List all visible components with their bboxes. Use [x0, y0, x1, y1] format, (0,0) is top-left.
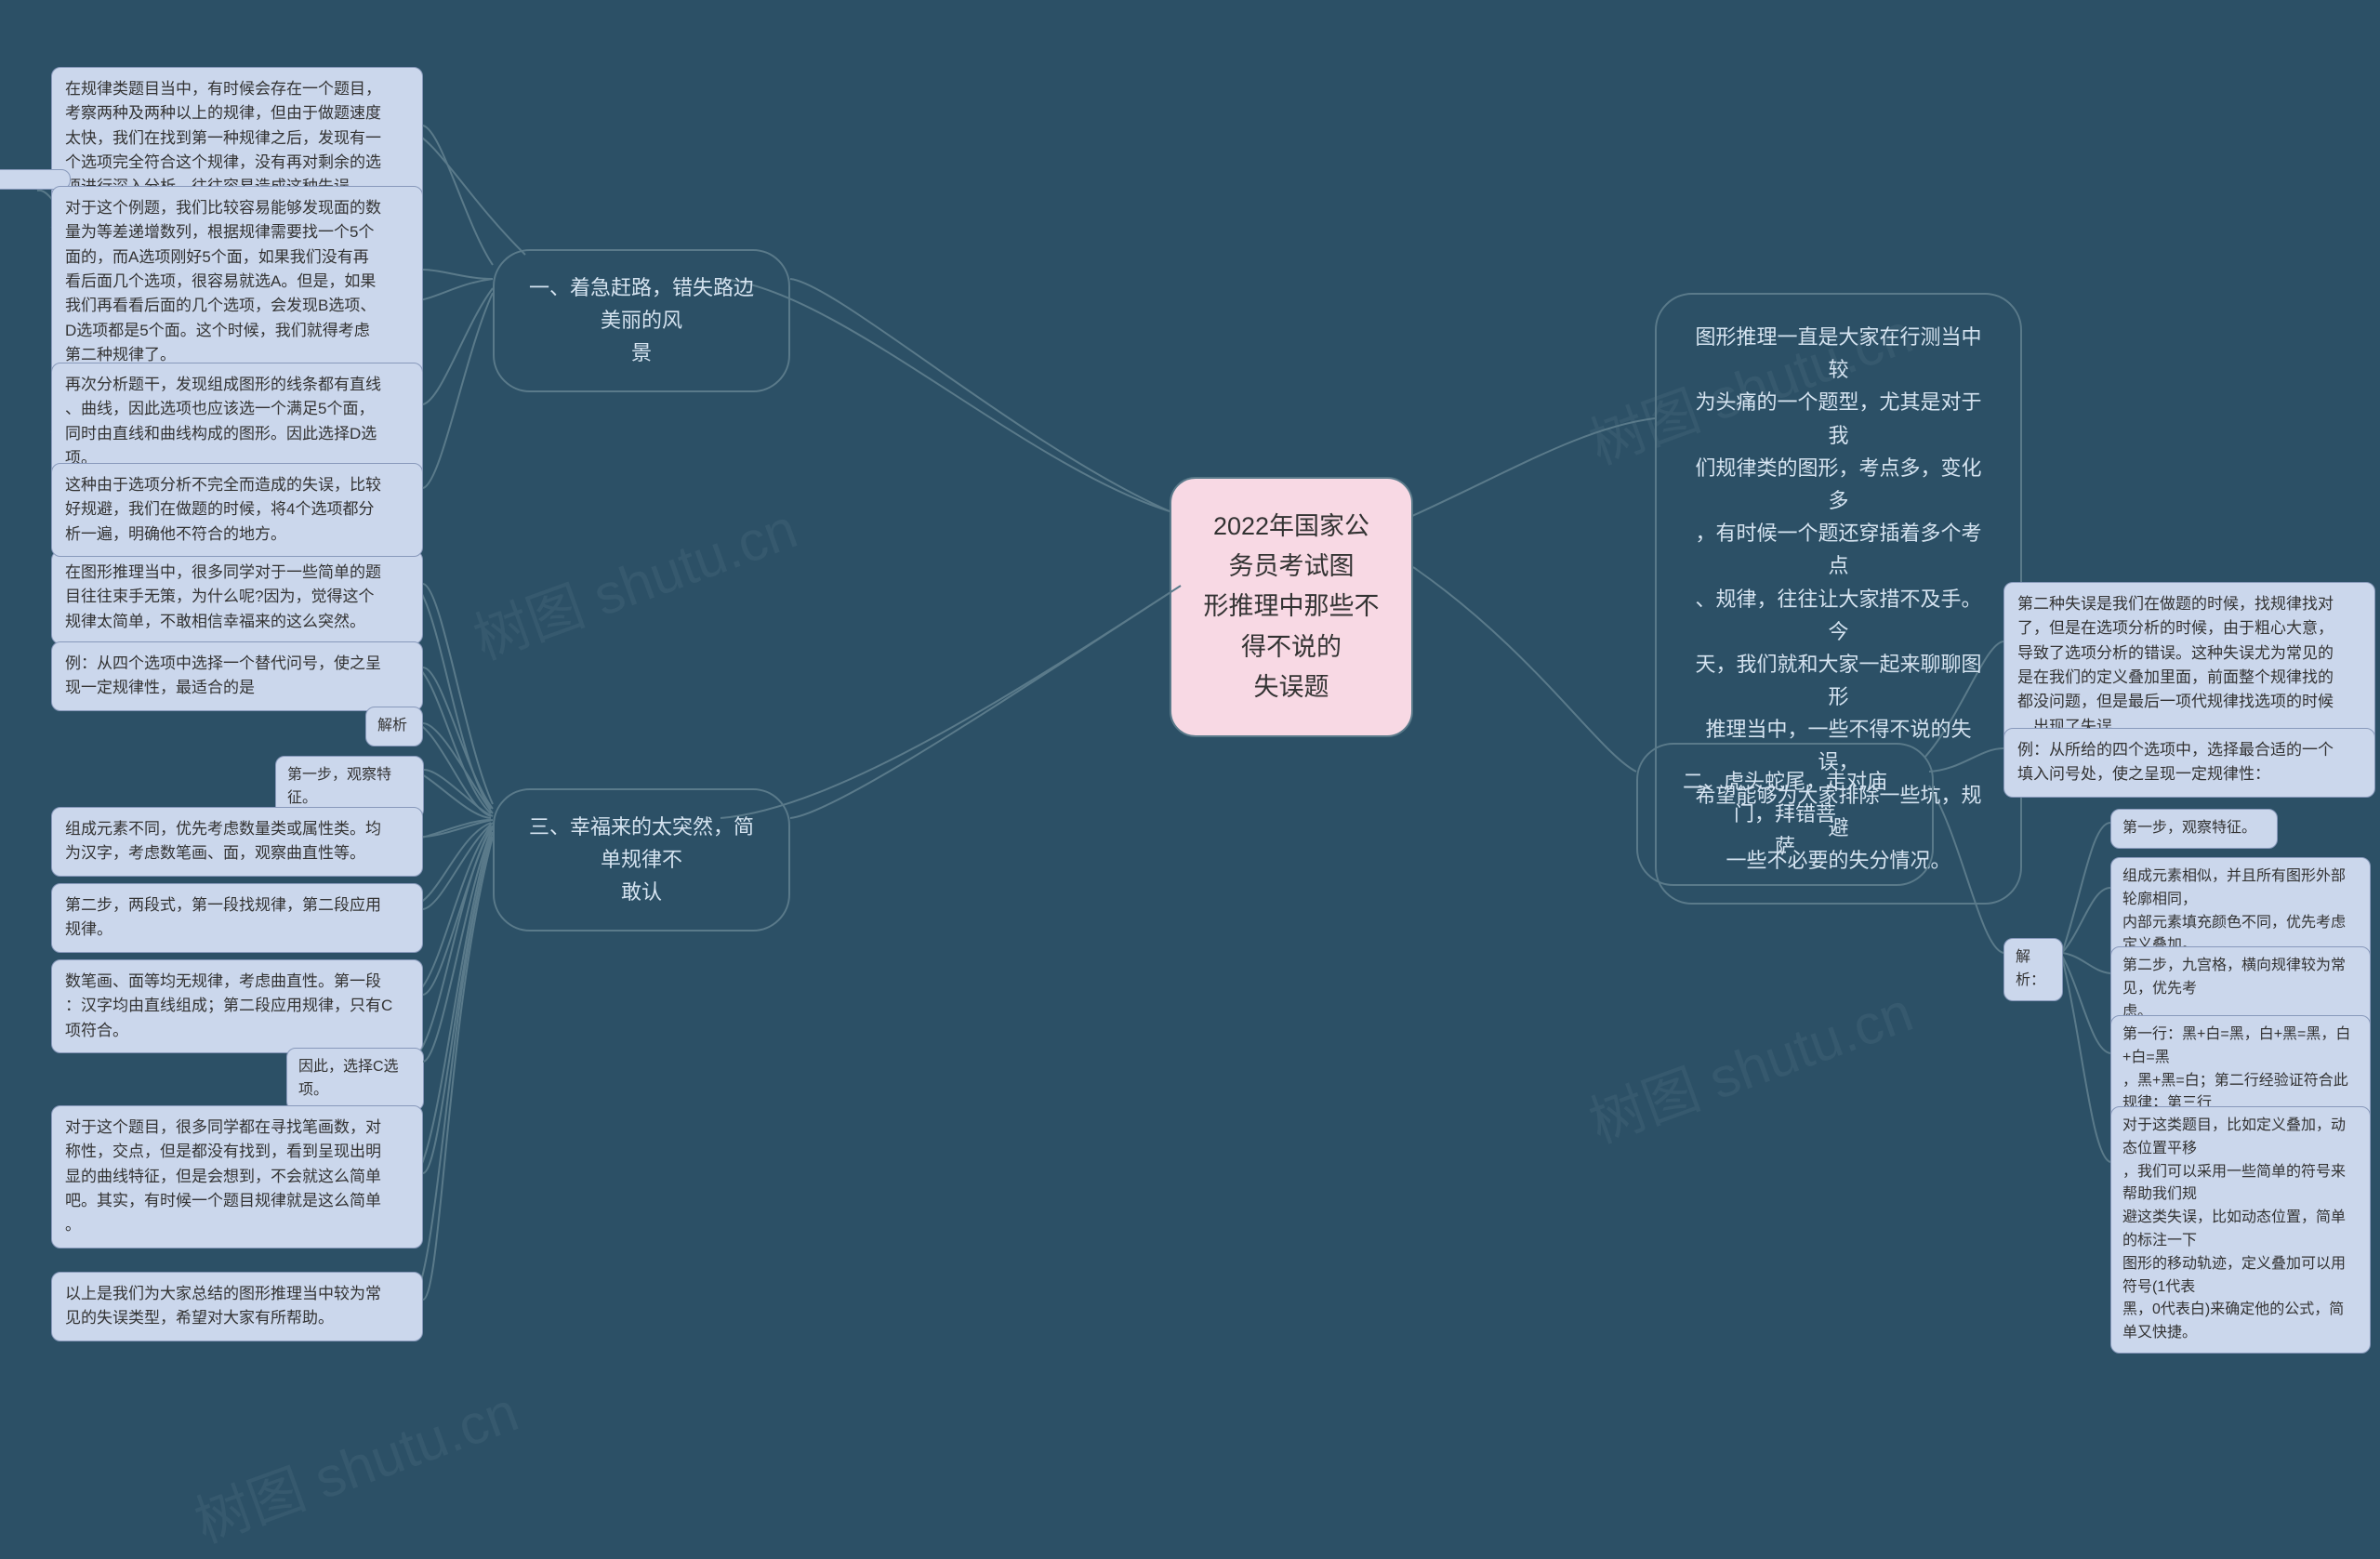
- branch3-leaf-e: 以上是我们为大家总结的图形推理当中较为常见的失误类型，希望对大家有所帮助。: [51, 1272, 423, 1341]
- center-node: 2022年国家公务员考试图形推理中那些不得不说的失误题: [1170, 477, 1413, 737]
- branch2-leaf-a: 第二种失误是我们在做题的时候，找规律找对了，但是在选项分析的时候，由于粗心大意，…: [2003, 582, 2375, 749]
- branch3-leaf-c4: 数笔画、面等均无规律，考虑曲直性。第一段：汉字均由直线组成；第二段应用规律，只有…: [51, 959, 423, 1053]
- branch3-leaf-a: 在图形推理当中，很多同学对于一些简单的题目往往束手无策，为什么呢?因为，觉得这个…: [51, 550, 423, 644]
- branch-3: 三、幸福来的太突然，简单规律不敢认: [493, 788, 790, 931]
- branch2-leaf-c: 解析：: [2003, 938, 2063, 1001]
- branch3-leaf-c2: 组成元素不同，优先考虑数量类或属性类。均为汉字，考虑数笔画、面，观察曲直性等。: [51, 807, 423, 877]
- watermark: 树图 shutu.cn: [182, 1367, 527, 1558]
- branch2-leaf-b: 例：从所给的四个选项中，选择最合适的一个填入问号处，使之呈现一定规律性：: [2003, 728, 2375, 798]
- branch3-leaf-c5: 因此，选择C选项。: [286, 1048, 424, 1111]
- branch-2: 二、虎头蛇尾，走对庙门，拜错菩萨: [1636, 743, 1934, 886]
- branch1-leaf-b3: 这种由于选项分析不完全而造成的失误，比较好规避，我们在做题的时候，将4个选项都分…: [51, 463, 423, 557]
- watermark: 树图 shutu.cn: [461, 483, 806, 675]
- watermark: 树图 shutu.cn: [1577, 967, 1922, 1158]
- branch-1: 一、着急赶路，错失路边美丽的风景: [493, 249, 790, 392]
- branch3-leaf-c3: 第二步，两段式，第一段找规律，第二段应用规律。: [51, 883, 423, 953]
- branch2-leaf-c5: 对于这类题目，比如定义叠加，动态位置平移，我们可以采用一些简单的符号来帮助我们规…: [2110, 1106, 2371, 1354]
- branch3-leaf-d: 对于这个题目，很多同学都在寻找笔画数，对称性，交点，但是都没有找到，看到呈现出明…: [51, 1105, 423, 1249]
- branch1-leaf-b1: 对于这个例题，我们比较容易能够发现面的数量为等差递增数列，根据规律需要找一个5个…: [51, 186, 423, 377]
- branch2-leaf-c1: 第一步，观察特征。: [2110, 809, 2278, 849]
- branch3-leaf-c: 解析: [365, 707, 423, 746]
- branch3-leaf-b: 例：从四个选项中选择一个替代问号，使之呈现一定规律性，最适合的是: [51, 641, 423, 711]
